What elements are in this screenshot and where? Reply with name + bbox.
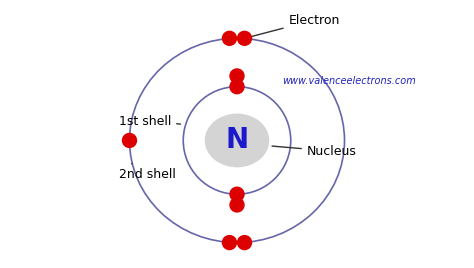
Text: Electron: Electron (247, 14, 340, 38)
Text: 2nd shell: 2nd shell (119, 163, 176, 181)
Text: www.valenceelectrons.com: www.valenceelectrons.com (282, 76, 416, 86)
Circle shape (230, 69, 244, 83)
Circle shape (237, 31, 252, 45)
Circle shape (222, 236, 237, 250)
Text: 1st shell: 1st shell (119, 115, 181, 128)
Circle shape (230, 187, 244, 201)
Circle shape (230, 80, 244, 94)
Text: N: N (226, 126, 248, 154)
Circle shape (230, 198, 244, 212)
Circle shape (122, 133, 137, 147)
Circle shape (222, 31, 237, 45)
Text: Nucleus: Nucleus (272, 145, 357, 158)
Circle shape (237, 236, 252, 250)
Ellipse shape (205, 114, 269, 167)
